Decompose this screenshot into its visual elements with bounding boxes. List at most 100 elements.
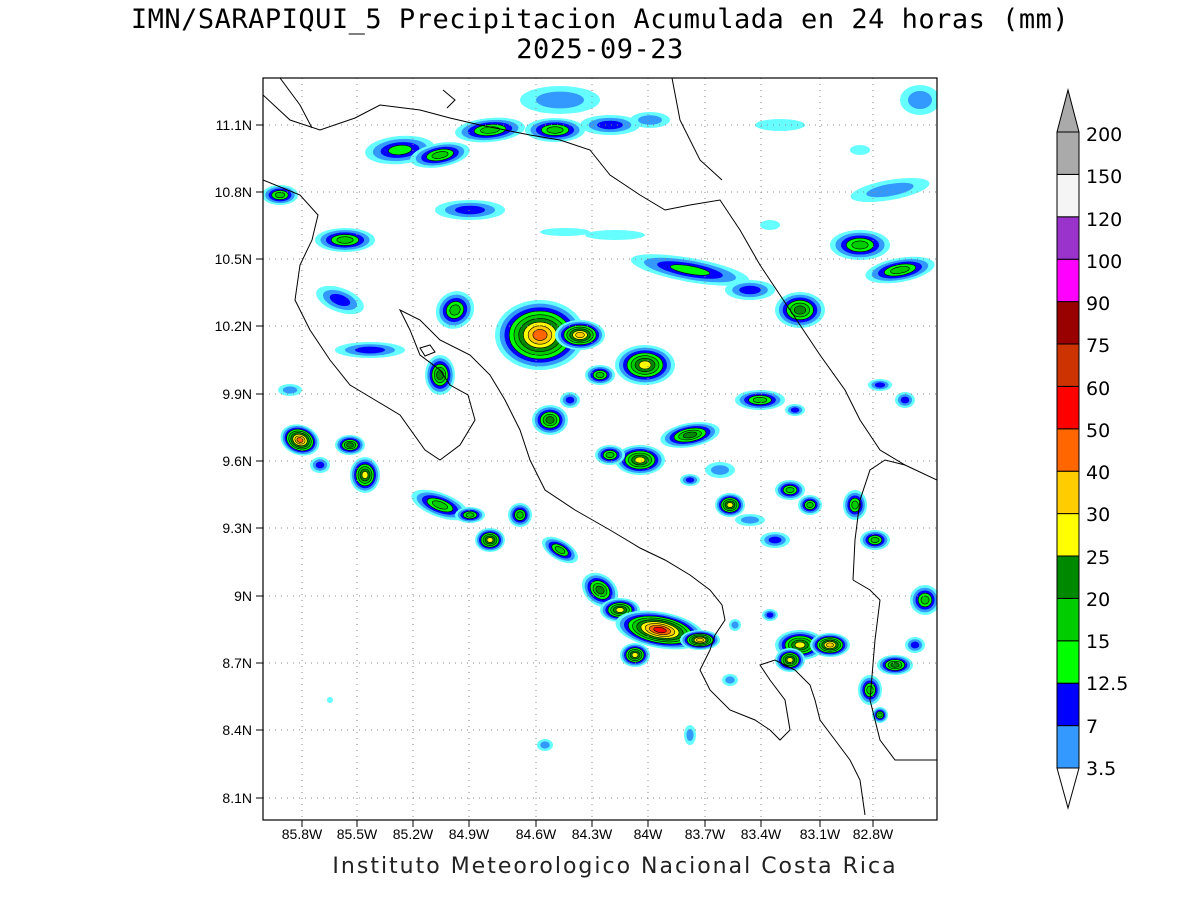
y-axis: 11.1N 10.8N 10.5N 10.2N 9.9N 9.6N 9.3N 9… <box>215 117 263 806</box>
precipitation-contour <box>465 512 475 518</box>
precipitation-contour <box>851 240 869 250</box>
colorbar-labels: 3.5 7 12.5 15 20 25 30 40 50 60 75 90 10… <box>1086 124 1128 780</box>
precipitation-cell <box>455 117 525 143</box>
precipitation-contour <box>329 293 351 307</box>
precipitation-contour <box>851 500 859 510</box>
colorbar-box <box>1056 385 1080 430</box>
precipitation-contour <box>595 371 605 379</box>
precipitation-contour <box>554 546 566 554</box>
precipitation-cell <box>475 528 505 552</box>
precipitation-cell <box>581 572 619 608</box>
y-tick-label: 8.1N <box>222 790 252 806</box>
precipitation-cell <box>830 230 890 260</box>
precipitation-contour <box>605 451 615 459</box>
colorbar-label: 25 <box>1086 547 1110 569</box>
y-tick-label: 9.3N <box>222 520 252 536</box>
lake-shore <box>442 89 456 109</box>
precipitation-contour <box>790 407 800 413</box>
colorbar-label: 60 <box>1086 378 1110 400</box>
precipitation-contour <box>826 642 834 648</box>
precipitation-cell <box>620 643 650 667</box>
x-tick-label: 85.5W <box>337 826 378 842</box>
precipitation-cell <box>560 392 580 408</box>
precipitation-contour <box>638 360 652 370</box>
precipitation-contour <box>682 431 698 439</box>
precipitation-contour <box>355 346 385 354</box>
x-tick-label: 83.1W <box>800 826 841 842</box>
precipitation-contour <box>874 382 886 388</box>
precipitation-cell <box>495 300 585 370</box>
precipitation-contour <box>900 396 910 404</box>
precipitation-contour <box>274 191 286 199</box>
precipitation-cell <box>760 220 780 230</box>
precipitation-cell <box>278 384 302 396</box>
map-grid <box>263 78 937 820</box>
colorbar-label: 75 <box>1086 335 1110 357</box>
precipitation-cell <box>858 675 882 705</box>
colorbar-min-arrow <box>1056 767 1080 810</box>
precipitation-contour <box>315 461 325 469</box>
precipitation-cell <box>615 445 665 475</box>
precipitation-contour <box>920 595 930 605</box>
precipitation-cell <box>684 725 696 745</box>
colorbar-label: 40 <box>1086 462 1110 484</box>
precipitation-contour <box>806 501 814 509</box>
precipitation-contour <box>516 511 524 519</box>
precipitation-contour <box>361 471 369 479</box>
precipitation-cell <box>410 142 470 168</box>
precipitation-cell <box>660 422 720 448</box>
precipitation-contour <box>431 151 449 159</box>
colorbar-label: 15 <box>1086 631 1110 653</box>
precipitation-cell <box>735 514 765 526</box>
precipitation-contour <box>766 612 774 618</box>
precipitation-contour <box>908 91 932 109</box>
precipitation-contour <box>725 676 735 684</box>
precipitation-cell <box>327 697 333 703</box>
precipitation-contour <box>565 396 575 404</box>
colorbar-label: 20 <box>1086 589 1110 611</box>
precipitation-cell <box>520 86 600 114</box>
precipitation-cell <box>541 536 579 564</box>
coastlines <box>263 78 937 816</box>
precipitation-contour <box>731 621 739 629</box>
precipitation-contour <box>794 641 806 649</box>
y-tick-label: 10.2N <box>215 318 252 334</box>
x-tick-label: 85.8W <box>282 826 323 842</box>
precipitation-cell <box>615 345 675 385</box>
precipitation-contour <box>739 285 761 295</box>
precipitation-cell <box>680 474 700 486</box>
x-tick-label: 85.2W <box>393 826 434 842</box>
precipitation-contour <box>726 502 734 508</box>
precipitation-contour <box>685 477 695 483</box>
colorbar-box <box>1056 216 1080 260</box>
precipitation-cell <box>435 291 475 329</box>
colorbar-label: 30 <box>1086 504 1110 526</box>
y-tick-label: 10.5N <box>215 251 252 267</box>
colorbar-box <box>1056 597 1080 642</box>
colorbar-box <box>1056 131 1080 175</box>
precipitation-contour <box>870 536 880 544</box>
x-tick-label: 83.4W <box>741 826 782 842</box>
precipitation-contour <box>634 456 646 464</box>
precipitation-contour <box>910 641 920 649</box>
colorbar-label: 12.5 <box>1086 673 1128 695</box>
precipitation-field <box>263 85 937 751</box>
footer-credit: Instituto Meteorologico Nacional Costa R… <box>332 854 898 879</box>
precipitation-cell <box>910 585 937 615</box>
precipitation-cell <box>900 85 937 115</box>
colorbar-box <box>1056 428 1080 472</box>
island-chira <box>419 344 436 357</box>
colorbar: 3.5 7 12.5 15 20 25 30 40 50 60 75 90 10… <box>1056 88 1128 810</box>
precipitation-contour <box>346 442 354 448</box>
map-date: 2025-09-23 <box>516 34 684 65</box>
precipitation-contour <box>585 230 645 240</box>
precipitation-cell <box>455 507 485 523</box>
precipitation-cell <box>435 200 505 220</box>
precipitation-contour <box>436 370 444 380</box>
precipitation-cell <box>722 674 738 686</box>
precipitation-contour <box>866 182 914 198</box>
precipitation-contour <box>575 332 585 338</box>
precipitation-cell <box>537 739 553 751</box>
precipitation-cell <box>595 445 625 465</box>
